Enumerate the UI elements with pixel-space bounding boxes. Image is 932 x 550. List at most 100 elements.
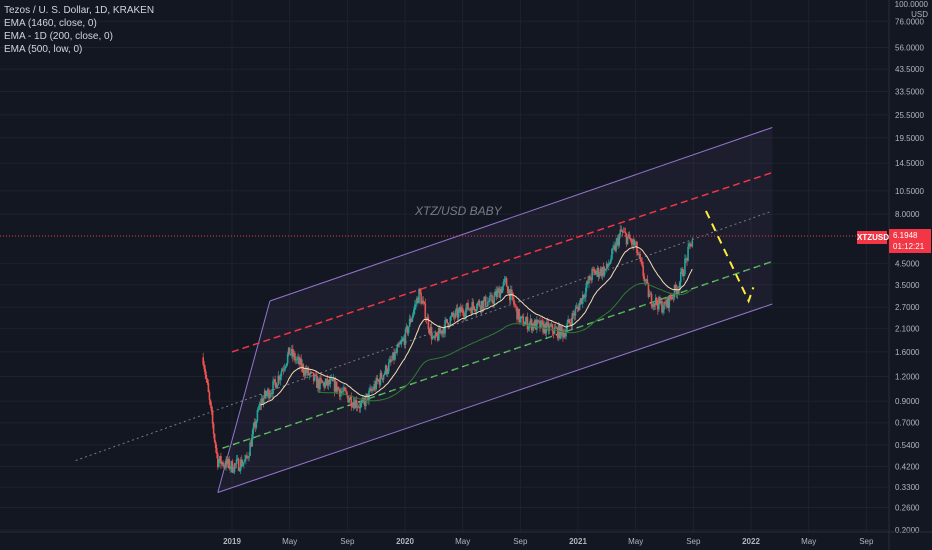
candle-body [452, 312, 455, 317]
candle-body [399, 343, 402, 345]
candle-body [271, 392, 273, 394]
candle-body [526, 317, 529, 330]
y-tick-label: 0.9000 [895, 397, 920, 406]
candle-body [501, 286, 504, 293]
candle-body [307, 368, 310, 376]
resistance-line [231, 171, 773, 353]
candle-body [410, 318, 413, 322]
candle-body [639, 253, 641, 260]
candle-body [210, 405, 213, 412]
candle-body [576, 306, 579, 308]
candle-body [384, 365, 387, 374]
candle-body [316, 375, 318, 388]
candle-body [606, 263, 609, 267]
candle-body [479, 306, 482, 311]
candle-body [599, 268, 602, 275]
candle-body [246, 455, 248, 458]
candle-body [555, 327, 558, 329]
candle-body [548, 325, 551, 331]
candle-body [640, 259, 642, 262]
candle-body [589, 276, 591, 280]
candle-body [328, 379, 331, 385]
x-tick-label: Sep [859, 537, 874, 546]
candle-body [455, 308, 458, 311]
candle-body [517, 308, 519, 320]
candle-body [245, 455, 247, 460]
candle-body [401, 339, 404, 341]
candle-body [490, 295, 492, 297]
price-axis-top-value: 100.0000 [894, 0, 928, 9]
candle-body [374, 384, 377, 389]
candle-body [536, 319, 538, 330]
candle-body [685, 258, 687, 259]
candle-body [480, 300, 483, 311]
candle-body [682, 269, 684, 277]
candle-body [396, 347, 398, 353]
y-tick-label: 0.2000 [895, 526, 920, 535]
y-tick-label: 43.5000 [895, 65, 924, 74]
candle-body [574, 308, 577, 316]
candle-body [688, 243, 690, 247]
candle-body [592, 268, 594, 270]
candle-body [415, 303, 417, 305]
candle-body [575, 306, 578, 309]
x-tick-label: May [282, 537, 297, 546]
candle-body [567, 319, 569, 324]
candle-body [277, 375, 280, 386]
candle-body [658, 297, 660, 310]
candle-body [429, 327, 432, 334]
candle-body [617, 238, 619, 246]
candle-body [505, 278, 508, 287]
candle-body [391, 359, 393, 361]
candle-body [489, 295, 491, 302]
midline-dotted [75, 210, 773, 462]
candle-body [502, 281, 505, 287]
candle-body [364, 400, 366, 407]
candle-body [648, 294, 651, 297]
candle-body [454, 310, 457, 318]
candle-body [459, 307, 462, 313]
x-tick-label: May [801, 537, 816, 546]
candle-body [397, 343, 399, 348]
y-tick-label: 0.4200 [895, 462, 920, 471]
candle-body [609, 262, 611, 265]
candle-body [676, 289, 679, 295]
candle-body [503, 279, 506, 282]
chart-legend: Tezos / U. S. Dollar, 1D, KRAKEN EMA (14… [4, 4, 154, 56]
candle-body [208, 391, 211, 400]
candle-body [482, 300, 485, 309]
candle-body [351, 406, 354, 408]
x-tick-label: May [628, 537, 643, 546]
candle-body [450, 315, 453, 318]
candle-body [380, 372, 383, 379]
candle-body [521, 316, 524, 318]
candle-body [660, 301, 662, 304]
candle-body [687, 246, 689, 261]
candle-body [297, 357, 299, 359]
candle-body [460, 308, 463, 313]
candle-body [275, 382, 277, 389]
candle-body [445, 319, 447, 321]
candle-body [515, 305, 517, 307]
candle-body [291, 348, 293, 355]
candle-body [486, 306, 488, 307]
candle-body [411, 314, 414, 319]
candle-body [283, 368, 286, 370]
candle-body [560, 326, 562, 339]
candle-body [344, 387, 346, 391]
candle-body [470, 308, 472, 314]
candle-body [426, 317, 429, 320]
candle-body [300, 358, 302, 369]
candle-body [645, 279, 648, 281]
candle-body [665, 303, 667, 307]
candle-body [337, 387, 340, 390]
candle-body [477, 300, 480, 304]
candle-body [433, 336, 436, 338]
candle-body [323, 382, 325, 388]
candle-body [464, 316, 466, 318]
candle-body [691, 240, 694, 247]
candle-body [390, 359, 392, 361]
candle-body [684, 258, 686, 275]
candle-body [322, 382, 324, 384]
